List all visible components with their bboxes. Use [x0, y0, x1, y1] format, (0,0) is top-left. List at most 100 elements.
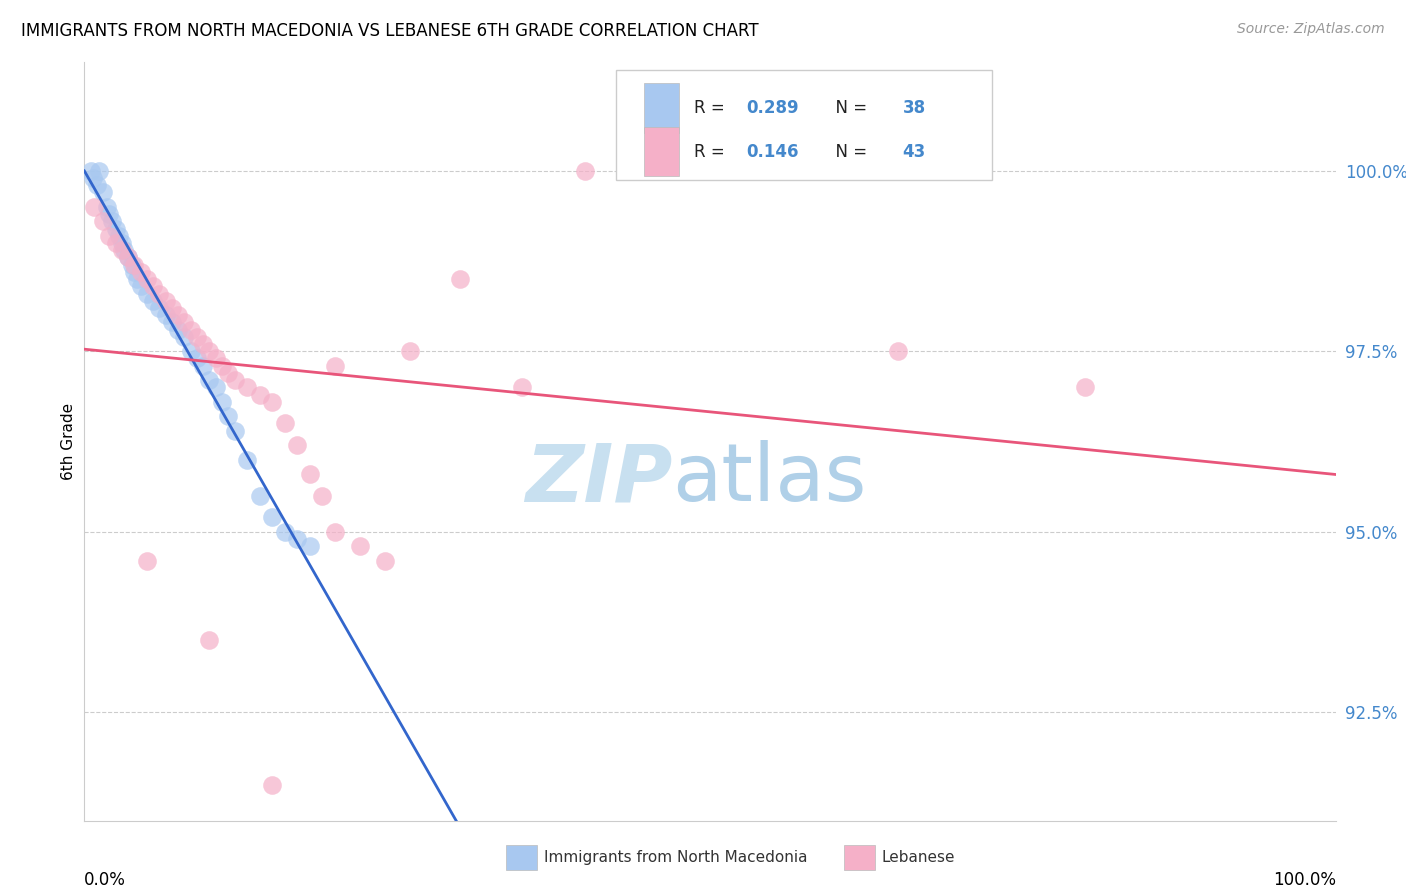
Point: [193, 359, 215, 373]
Point: [211, 359, 233, 373]
Point: [101, 214, 124, 228]
Point: [129, 265, 152, 279]
Text: R =: R =: [693, 99, 730, 117]
Point: [98, 228, 121, 243]
Point: [574, 163, 596, 178]
Point: [173, 315, 195, 329]
Point: [262, 510, 284, 524]
Point: [112, 243, 135, 257]
Text: N =: N =: [825, 99, 873, 117]
Point: [285, 532, 308, 546]
Point: [83, 200, 105, 214]
Point: [249, 489, 271, 503]
Point: [79, 163, 101, 178]
Y-axis label: 6th Grade: 6th Grade: [60, 403, 76, 480]
Point: [155, 308, 177, 322]
Point: [91, 214, 114, 228]
Text: Source: ZipAtlas.com: Source: ZipAtlas.com: [1237, 22, 1385, 37]
Point: [273, 524, 295, 539]
Point: [89, 163, 111, 178]
Point: [1074, 380, 1097, 394]
Text: 100.0%: 100.0%: [1272, 871, 1336, 889]
Point: [173, 330, 195, 344]
Point: [160, 315, 183, 329]
Point: [142, 293, 165, 308]
Point: [82, 171, 104, 186]
Point: [91, 186, 114, 200]
Point: [142, 279, 165, 293]
Text: ZIP: ZIP: [524, 441, 672, 518]
Point: [180, 344, 202, 359]
Point: [512, 380, 534, 394]
Text: Immigrants from North Macedonia: Immigrants from North Macedonia: [544, 850, 807, 864]
Point: [117, 251, 139, 265]
Point: [249, 387, 271, 401]
Point: [167, 308, 190, 322]
Bar: [644, 127, 679, 177]
Point: [98, 207, 121, 221]
Point: [104, 221, 127, 235]
Point: [204, 351, 226, 366]
Text: 43: 43: [903, 143, 927, 161]
Text: atlas: atlas: [672, 441, 868, 518]
Text: R =: R =: [693, 143, 730, 161]
Point: [111, 243, 134, 257]
Point: [262, 778, 284, 792]
Point: [217, 366, 239, 380]
Text: N =: N =: [825, 143, 873, 161]
Point: [298, 467, 321, 481]
Point: [887, 344, 910, 359]
Point: [160, 301, 183, 315]
FancyBboxPatch shape: [616, 70, 991, 180]
Point: [262, 394, 284, 409]
Point: [108, 228, 131, 243]
Text: 0.146: 0.146: [747, 143, 799, 161]
Point: [298, 539, 321, 553]
Point: [449, 272, 471, 286]
Point: [124, 258, 146, 272]
Point: [167, 323, 190, 337]
Point: [148, 286, 170, 301]
Text: Lebanese: Lebanese: [882, 850, 955, 864]
Point: [224, 373, 246, 387]
Point: [323, 524, 346, 539]
Point: [198, 344, 221, 359]
Point: [236, 380, 259, 394]
Point: [204, 380, 226, 394]
Point: [124, 265, 146, 279]
Point: [186, 351, 208, 366]
Point: [217, 409, 239, 424]
Point: [136, 554, 159, 568]
Point: [198, 373, 221, 387]
Point: [125, 272, 148, 286]
Point: [86, 178, 108, 193]
Bar: [644, 83, 679, 133]
Point: [121, 258, 143, 272]
Point: [198, 633, 221, 648]
Point: [155, 293, 177, 308]
Text: 0.0%: 0.0%: [84, 871, 127, 889]
Point: [96, 200, 118, 214]
Point: [211, 394, 233, 409]
Point: [236, 452, 259, 467]
Point: [104, 235, 127, 250]
Point: [323, 359, 346, 373]
Point: [224, 424, 246, 438]
Point: [273, 417, 295, 431]
Text: 38: 38: [903, 99, 927, 117]
Point: [193, 337, 215, 351]
Point: [148, 301, 170, 315]
Point: [129, 279, 152, 293]
Point: [311, 489, 333, 503]
Text: IMMIGRANTS FROM NORTH MACEDONIA VS LEBANESE 6TH GRADE CORRELATION CHART: IMMIGRANTS FROM NORTH MACEDONIA VS LEBAN…: [21, 22, 759, 40]
Point: [349, 539, 371, 553]
Text: 0.289: 0.289: [747, 99, 799, 117]
Point: [374, 554, 396, 568]
Point: [111, 235, 134, 250]
Point: [186, 330, 208, 344]
Point: [117, 251, 139, 265]
Point: [285, 438, 308, 452]
Point: [180, 323, 202, 337]
Point: [398, 344, 420, 359]
Point: [136, 272, 159, 286]
